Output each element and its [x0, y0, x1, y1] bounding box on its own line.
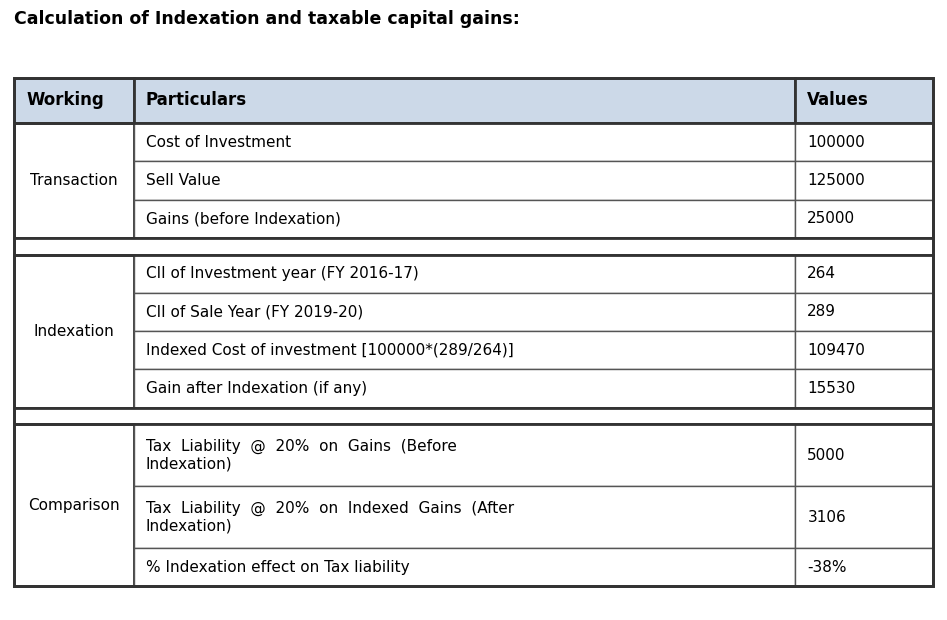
- Bar: [14, 238, 933, 255]
- Text: 109470: 109470: [807, 343, 866, 358]
- Text: 264: 264: [807, 266, 836, 281]
- Bar: [795, 255, 933, 293]
- Bar: [14, 424, 134, 586]
- Text: 100000: 100000: [807, 135, 865, 149]
- Bar: [134, 293, 795, 331]
- Text: 5000: 5000: [807, 448, 846, 463]
- Bar: [795, 424, 933, 486]
- Bar: [795, 123, 933, 161]
- Bar: [134, 161, 795, 200]
- Bar: [134, 548, 795, 586]
- Bar: [795, 486, 933, 548]
- Text: CII of Investment year (FY 2016-17): CII of Investment year (FY 2016-17): [146, 266, 419, 281]
- Text: -38%: -38%: [807, 560, 847, 575]
- Bar: [134, 255, 795, 293]
- Bar: [795, 548, 933, 586]
- Text: Comparison: Comparison: [28, 498, 119, 513]
- Bar: [14, 78, 933, 586]
- Text: Transaction: Transaction: [30, 173, 117, 188]
- Text: Values: Values: [807, 91, 869, 109]
- Bar: [14, 424, 933, 586]
- Text: Indexed Cost of investment [100000*(289/264)]: Indexed Cost of investment [100000*(289/…: [146, 343, 513, 358]
- Text: 3106: 3106: [807, 510, 846, 525]
- Text: Cost of Investment: Cost of Investment: [146, 135, 291, 149]
- Text: CII of Sale Year (FY 2019-20): CII of Sale Year (FY 2019-20): [146, 304, 364, 319]
- Bar: [795, 331, 933, 370]
- Bar: [134, 78, 795, 123]
- Text: Working: Working: [27, 91, 104, 109]
- Bar: [134, 370, 795, 407]
- Text: Calculation of Indexation and taxable capital gains:: Calculation of Indexation and taxable ca…: [14, 10, 520, 28]
- Bar: [134, 486, 795, 548]
- Text: Gain after Indexation (if any): Gain after Indexation (if any): [146, 381, 367, 396]
- Bar: [14, 123, 933, 238]
- Bar: [14, 123, 134, 238]
- Text: Gains (before Indexation): Gains (before Indexation): [146, 211, 341, 226]
- Bar: [795, 293, 933, 331]
- Bar: [134, 424, 795, 486]
- Bar: [14, 78, 134, 123]
- Text: Tax  Liability  @  20%  on  Indexed  Gains  (After
Indexation): Tax Liability @ 20% on Indexed Gains (Af…: [146, 501, 514, 533]
- Bar: [795, 370, 933, 407]
- Text: Particulars: Particulars: [146, 91, 247, 109]
- Text: Indexation: Indexation: [33, 324, 115, 339]
- Bar: [795, 78, 933, 123]
- Bar: [14, 255, 933, 407]
- Text: % Indexation effect on Tax liability: % Indexation effect on Tax liability: [146, 560, 409, 575]
- Text: Tax  Liability  @  20%  on  Gains  (Before
Indexation): Tax Liability @ 20% on Gains (Before Ind…: [146, 439, 456, 472]
- Bar: [795, 161, 933, 200]
- Bar: [14, 255, 134, 407]
- Text: 289: 289: [807, 304, 836, 319]
- Bar: [795, 200, 933, 238]
- Text: Sell Value: Sell Value: [146, 173, 221, 188]
- Text: 25000: 25000: [807, 211, 855, 226]
- Bar: [134, 331, 795, 370]
- Bar: [134, 123, 795, 161]
- Bar: [134, 200, 795, 238]
- Text: 125000: 125000: [807, 173, 865, 188]
- Bar: [14, 407, 933, 424]
- Text: 15530: 15530: [807, 381, 855, 396]
